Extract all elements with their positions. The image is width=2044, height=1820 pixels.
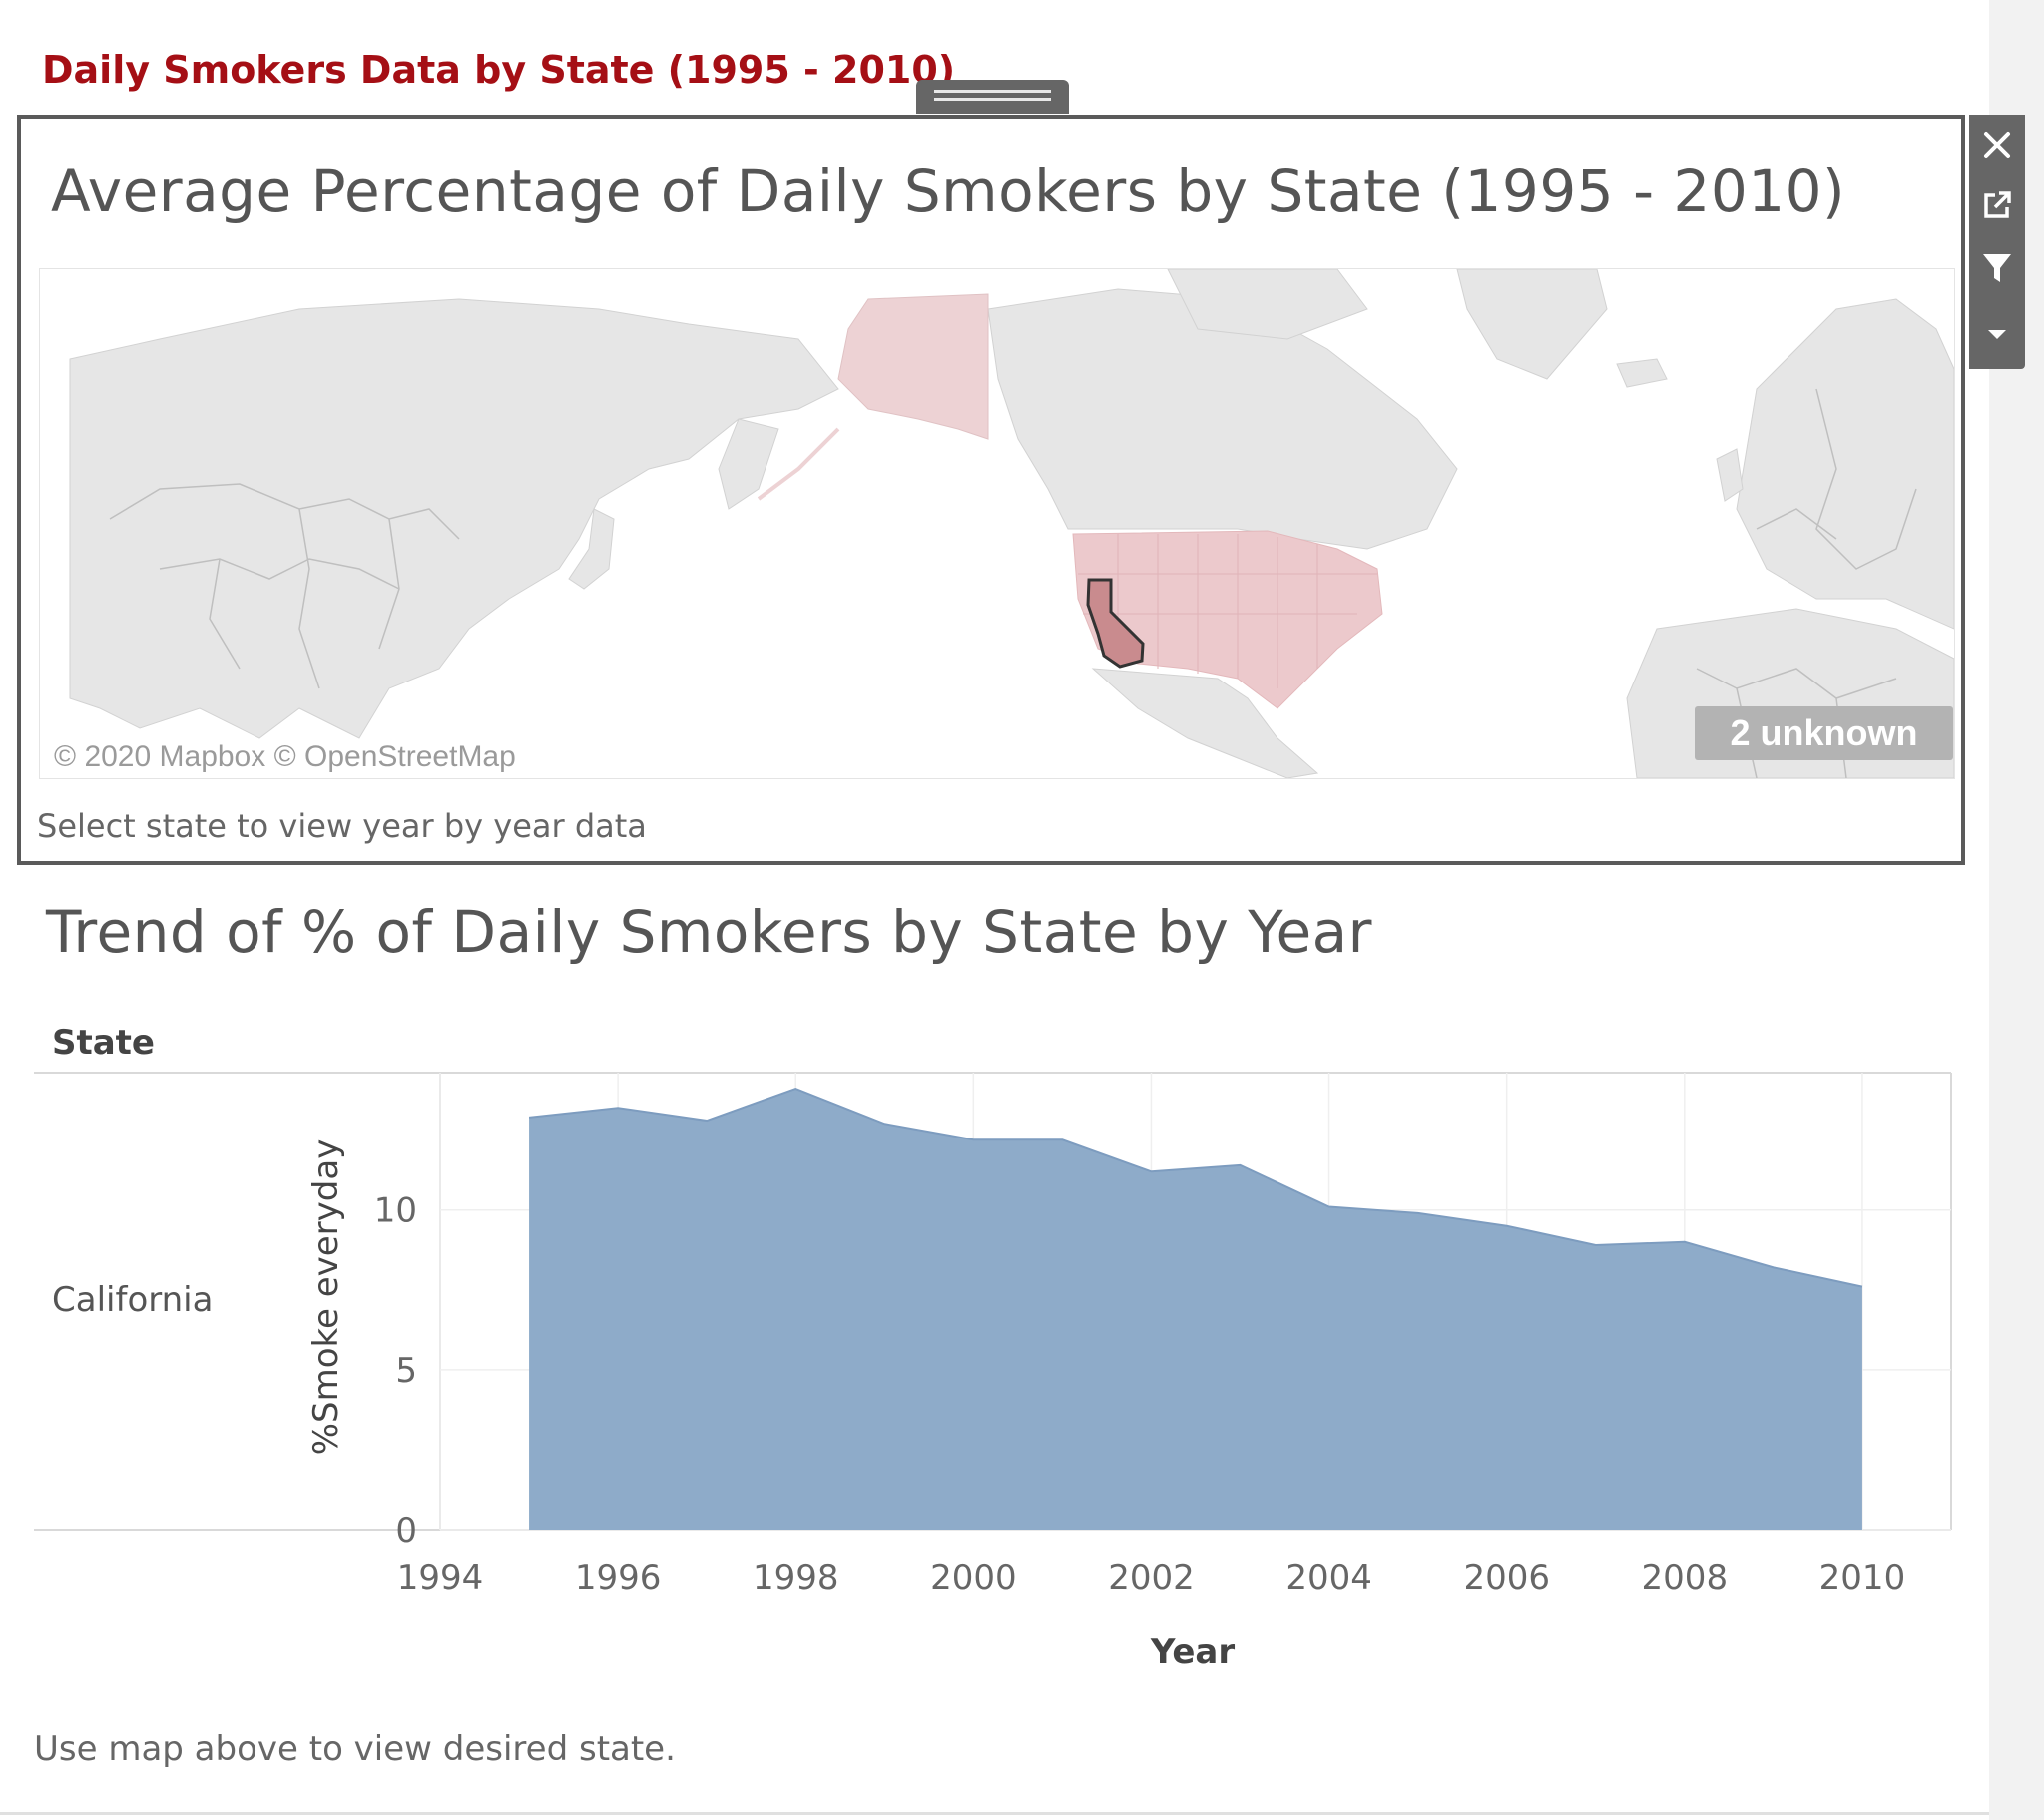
data-point-2007[interactable] — [1590, 1239, 1602, 1251]
state-column-header: State — [52, 1023, 155, 1063]
dashboard-title: Daily Smokers Data by State (1995 - 2010… — [42, 48, 956, 92]
iceland — [1616, 358, 1668, 388]
map-title: Average Percentage of Daily Smokers by S… — [51, 157, 1846, 225]
mexico — [1091, 668, 1319, 778]
worksheet-toolbar — [1969, 115, 2025, 369]
europe — [1736, 298, 1954, 630]
data-point-2006[interactable] — [1501, 1220, 1513, 1232]
x-tick-label: 1994 — [397, 1558, 484, 1597]
world-map[interactable] — [40, 269, 1954, 778]
open-external-button[interactable] — [1969, 177, 2025, 232]
x-tick-label: 2006 — [1463, 1558, 1550, 1597]
data-point-2008[interactable] — [1679, 1236, 1691, 1248]
x-axis-title: Year — [1150, 1632, 1236, 1672]
map-caption: Select state to view year by year data — [37, 807, 647, 845]
more-options-button[interactable] — [1969, 306, 2025, 362]
map-worksheet[interactable]: Average Percentage of Daily Smokers by S… — [17, 115, 1965, 865]
unknown-locations-badge[interactable]: 2 unknown — [1695, 706, 1953, 760]
data-point-2010[interactable] — [1856, 1281, 1868, 1293]
y-tick-label: 5 — [395, 1351, 417, 1391]
bottom-divider — [0, 1812, 1989, 1815]
asia-landmass — [69, 298, 839, 739]
y-tick-label: 10 — [374, 1191, 417, 1231]
kamchatka — [718, 418, 779, 510]
x-tick-label: 2002 — [1108, 1558, 1195, 1597]
japan — [568, 508, 615, 590]
data-point-2004[interactable] — [1323, 1201, 1335, 1213]
uk — [1716, 448, 1744, 502]
greenland — [1456, 269, 1608, 380]
data-point-2009[interactable] — [1768, 1261, 1780, 1273]
x-tick-label: 1996 — [575, 1558, 662, 1597]
data-point-1997[interactable] — [701, 1115, 713, 1127]
data-point-2001[interactable] — [1056, 1134, 1068, 1145]
dropdown-arrow-icon — [1988, 330, 2006, 339]
filter-icon — [1983, 254, 2011, 282]
data-point-2003[interactable] — [1235, 1159, 1247, 1171]
data-point-2000[interactable] — [967, 1134, 979, 1145]
close-icon — [1984, 132, 2010, 158]
data-point-2002[interactable] — [1145, 1165, 1157, 1177]
alaska-state — [837, 293, 989, 440]
close-button[interactable] — [1969, 117, 2025, 173]
y-axis-title: %Smoke everyday — [306, 1139, 346, 1456]
x-tick-label: 2000 — [930, 1558, 1017, 1597]
footer-caption: Use map above to view desired state. — [34, 1729, 676, 1769]
area-series-outline — [528, 1087, 1863, 1288]
x-tick-label: 2008 — [1642, 1558, 1729, 1597]
external-link-icon — [1984, 191, 2011, 218]
data-point-2005[interactable] — [1412, 1207, 1424, 1219]
map-attribution[interactable]: © 2020 Mapbox © OpenStreetMap — [54, 740, 516, 773]
trend-title: Trend of % of Daily Smokers by State by … — [46, 898, 1373, 966]
x-tick-label: 1998 — [753, 1558, 839, 1597]
x-tick-label: 2004 — [1285, 1558, 1372, 1597]
y-tick-label: 0 — [395, 1511, 417, 1551]
aleutian-chain — [757, 427, 840, 501]
area-series-california[interactable] — [529, 1089, 1862, 1530]
arctic-islands — [1167, 269, 1368, 340]
data-point-1996[interactable] — [612, 1102, 624, 1114]
data-point-1999[interactable] — [878, 1118, 890, 1130]
data-point-1995[interactable] — [523, 1112, 535, 1124]
drag-handle[interactable] — [916, 80, 1069, 114]
map-view[interactable]: © 2020 Mapbox © OpenStreetMap 2 unknown — [39, 268, 1955, 779]
filter-button[interactable] — [1969, 240, 2025, 296]
state-row-label[interactable]: California — [52, 1280, 214, 1320]
california-state — [1086, 578, 1145, 669]
x-tick-label: 2010 — [1819, 1558, 1906, 1597]
data-point-1998[interactable] — [789, 1083, 801, 1095]
